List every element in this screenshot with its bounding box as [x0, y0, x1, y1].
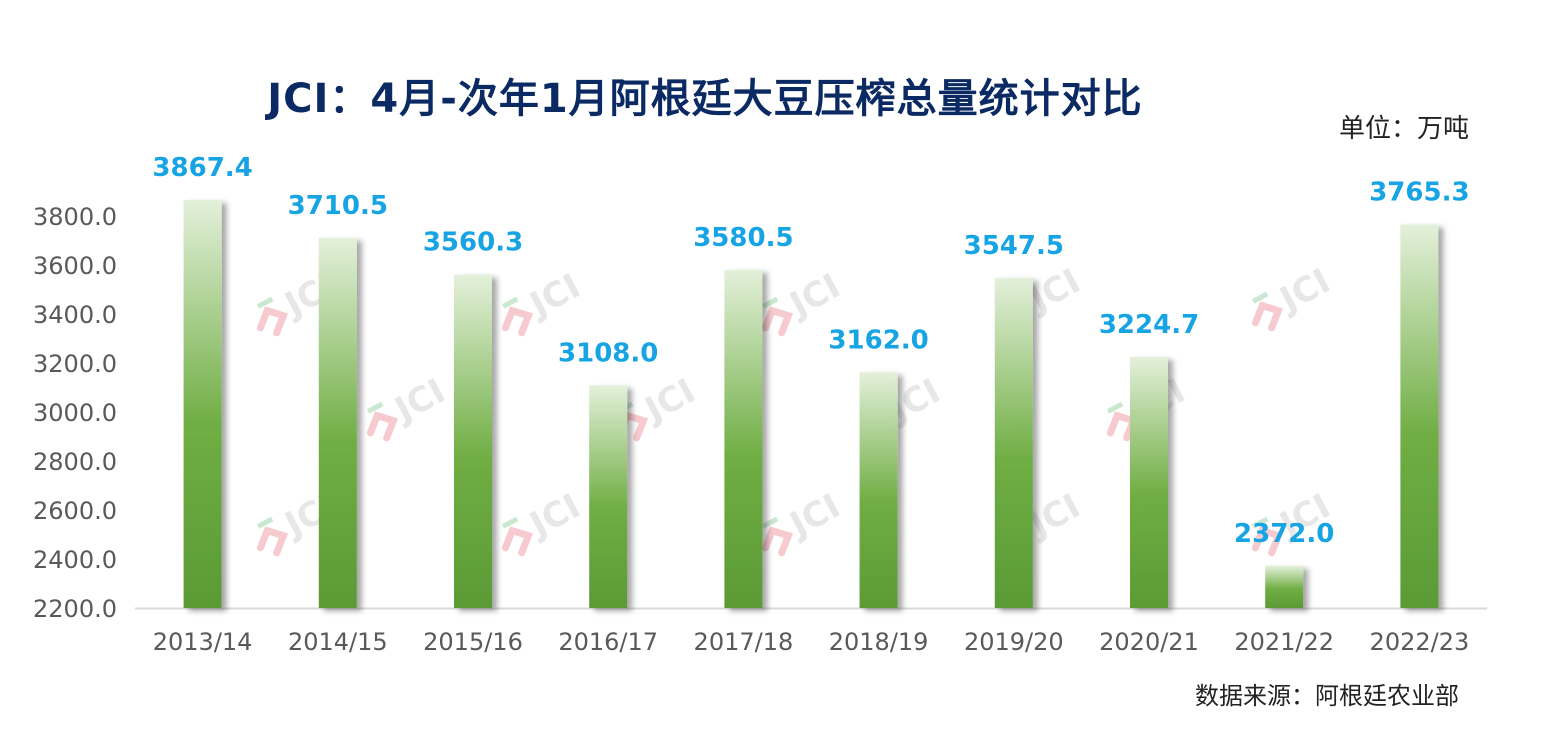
data-label: 3765.3: [1369, 178, 1469, 208]
y-tick-label: 2400.0: [33, 546, 117, 574]
data-label: 3867.4: [152, 153, 252, 183]
x-tick-label: 2020/21: [1099, 628, 1199, 656]
x-tick-label: 2021/22: [1234, 628, 1334, 656]
source-label: 数据来源：阿根廷农业部: [1195, 682, 1459, 710]
bar-2021/22: [1265, 565, 1304, 608]
watermark-text: JCI: [782, 486, 847, 546]
data-label: 3162.0: [828, 325, 928, 355]
watermark: JCI: [1251, 261, 1337, 332]
bar-2016/17: [589, 385, 628, 608]
watermark: JCI: [501, 266, 587, 337]
watermark-text: JCI: [522, 486, 587, 546]
bar-2013/14: [183, 200, 222, 608]
data-label: 3710.5: [288, 191, 388, 221]
y-tick-label: 3800.0: [33, 203, 117, 231]
watermark-text: JCI: [522, 266, 587, 326]
x-tick-label: 2015/16: [423, 628, 523, 656]
x-tick-label: 2013/14: [153, 628, 253, 656]
x-tick-label: 2022/23: [1370, 628, 1470, 656]
data-label: 3108.0: [558, 339, 658, 369]
y-tick-label: 3000.0: [33, 399, 117, 427]
data-label: 3547.5: [964, 231, 1064, 261]
watermark-text: JCI: [1272, 261, 1337, 321]
watermark: JCI: [761, 486, 847, 557]
bars: [183, 200, 1439, 609]
bar-2015/16: [454, 274, 492, 608]
chart-title: JCI：4月-次年1月阿根廷大豆压榨总量统计对比: [267, 76, 1143, 122]
x-tick-label: 2016/17: [558, 628, 658, 656]
data-label: 3560.3: [423, 228, 523, 258]
data-label: 2372.0: [1234, 519, 1334, 549]
watermark: JCI: [501, 486, 587, 557]
bar-2020/21: [1130, 356, 1168, 608]
bar-2019/20: [994, 277, 1033, 608]
y-tick-label: 3600.0: [33, 252, 117, 280]
y-tick-label: 3200.0: [33, 350, 117, 378]
watermark-text: JCI: [637, 371, 702, 431]
watermark-text: JCI: [782, 266, 847, 326]
bar-2018/19: [859, 372, 898, 608]
watermark-text: JCI: [387, 371, 452, 431]
bar-2014/15: [318, 237, 357, 609]
x-tick-label: 2019/20: [964, 628, 1064, 656]
data-label: 3580.5: [693, 223, 793, 253]
unit-label: 单位：万吨: [1338, 114, 1469, 144]
data-label: 3224.7: [1099, 310, 1199, 340]
x-tick-label: 2014/15: [288, 628, 388, 656]
x-axis: 2013/14 2014/15 2015/16 2016/17 2017/18 2018/…: [153, 628, 1470, 656]
x-tick-label: 2018/19: [829, 628, 929, 656]
bar-2017/18: [724, 269, 763, 608]
y-tick-label: 2600.0: [33, 497, 117, 525]
watermark-layer: JCIJCIJCIJCIJCIJCIJCIJCIJCIJCIJCIJCIJCIJ…: [256, 261, 1337, 557]
watermark: JCI: [366, 371, 452, 442]
data-labels: 3867.4 3710.5 3560.3 3108.0 3580.5 3162.0 3547…: [152, 153, 1469, 549]
y-tick-label: 2800.0: [33, 448, 117, 476]
y-tick-label: 2200.0: [33, 595, 117, 623]
y-tick-label: 3400.0: [33, 301, 117, 329]
x-tick-label: 2017/18: [694, 628, 794, 656]
bar-2022/23: [1400, 224, 1439, 608]
y-axis: 2200.0 2400.0 2600.0 2800.0 3000.0 3200.0 3400…: [33, 203, 117, 623]
